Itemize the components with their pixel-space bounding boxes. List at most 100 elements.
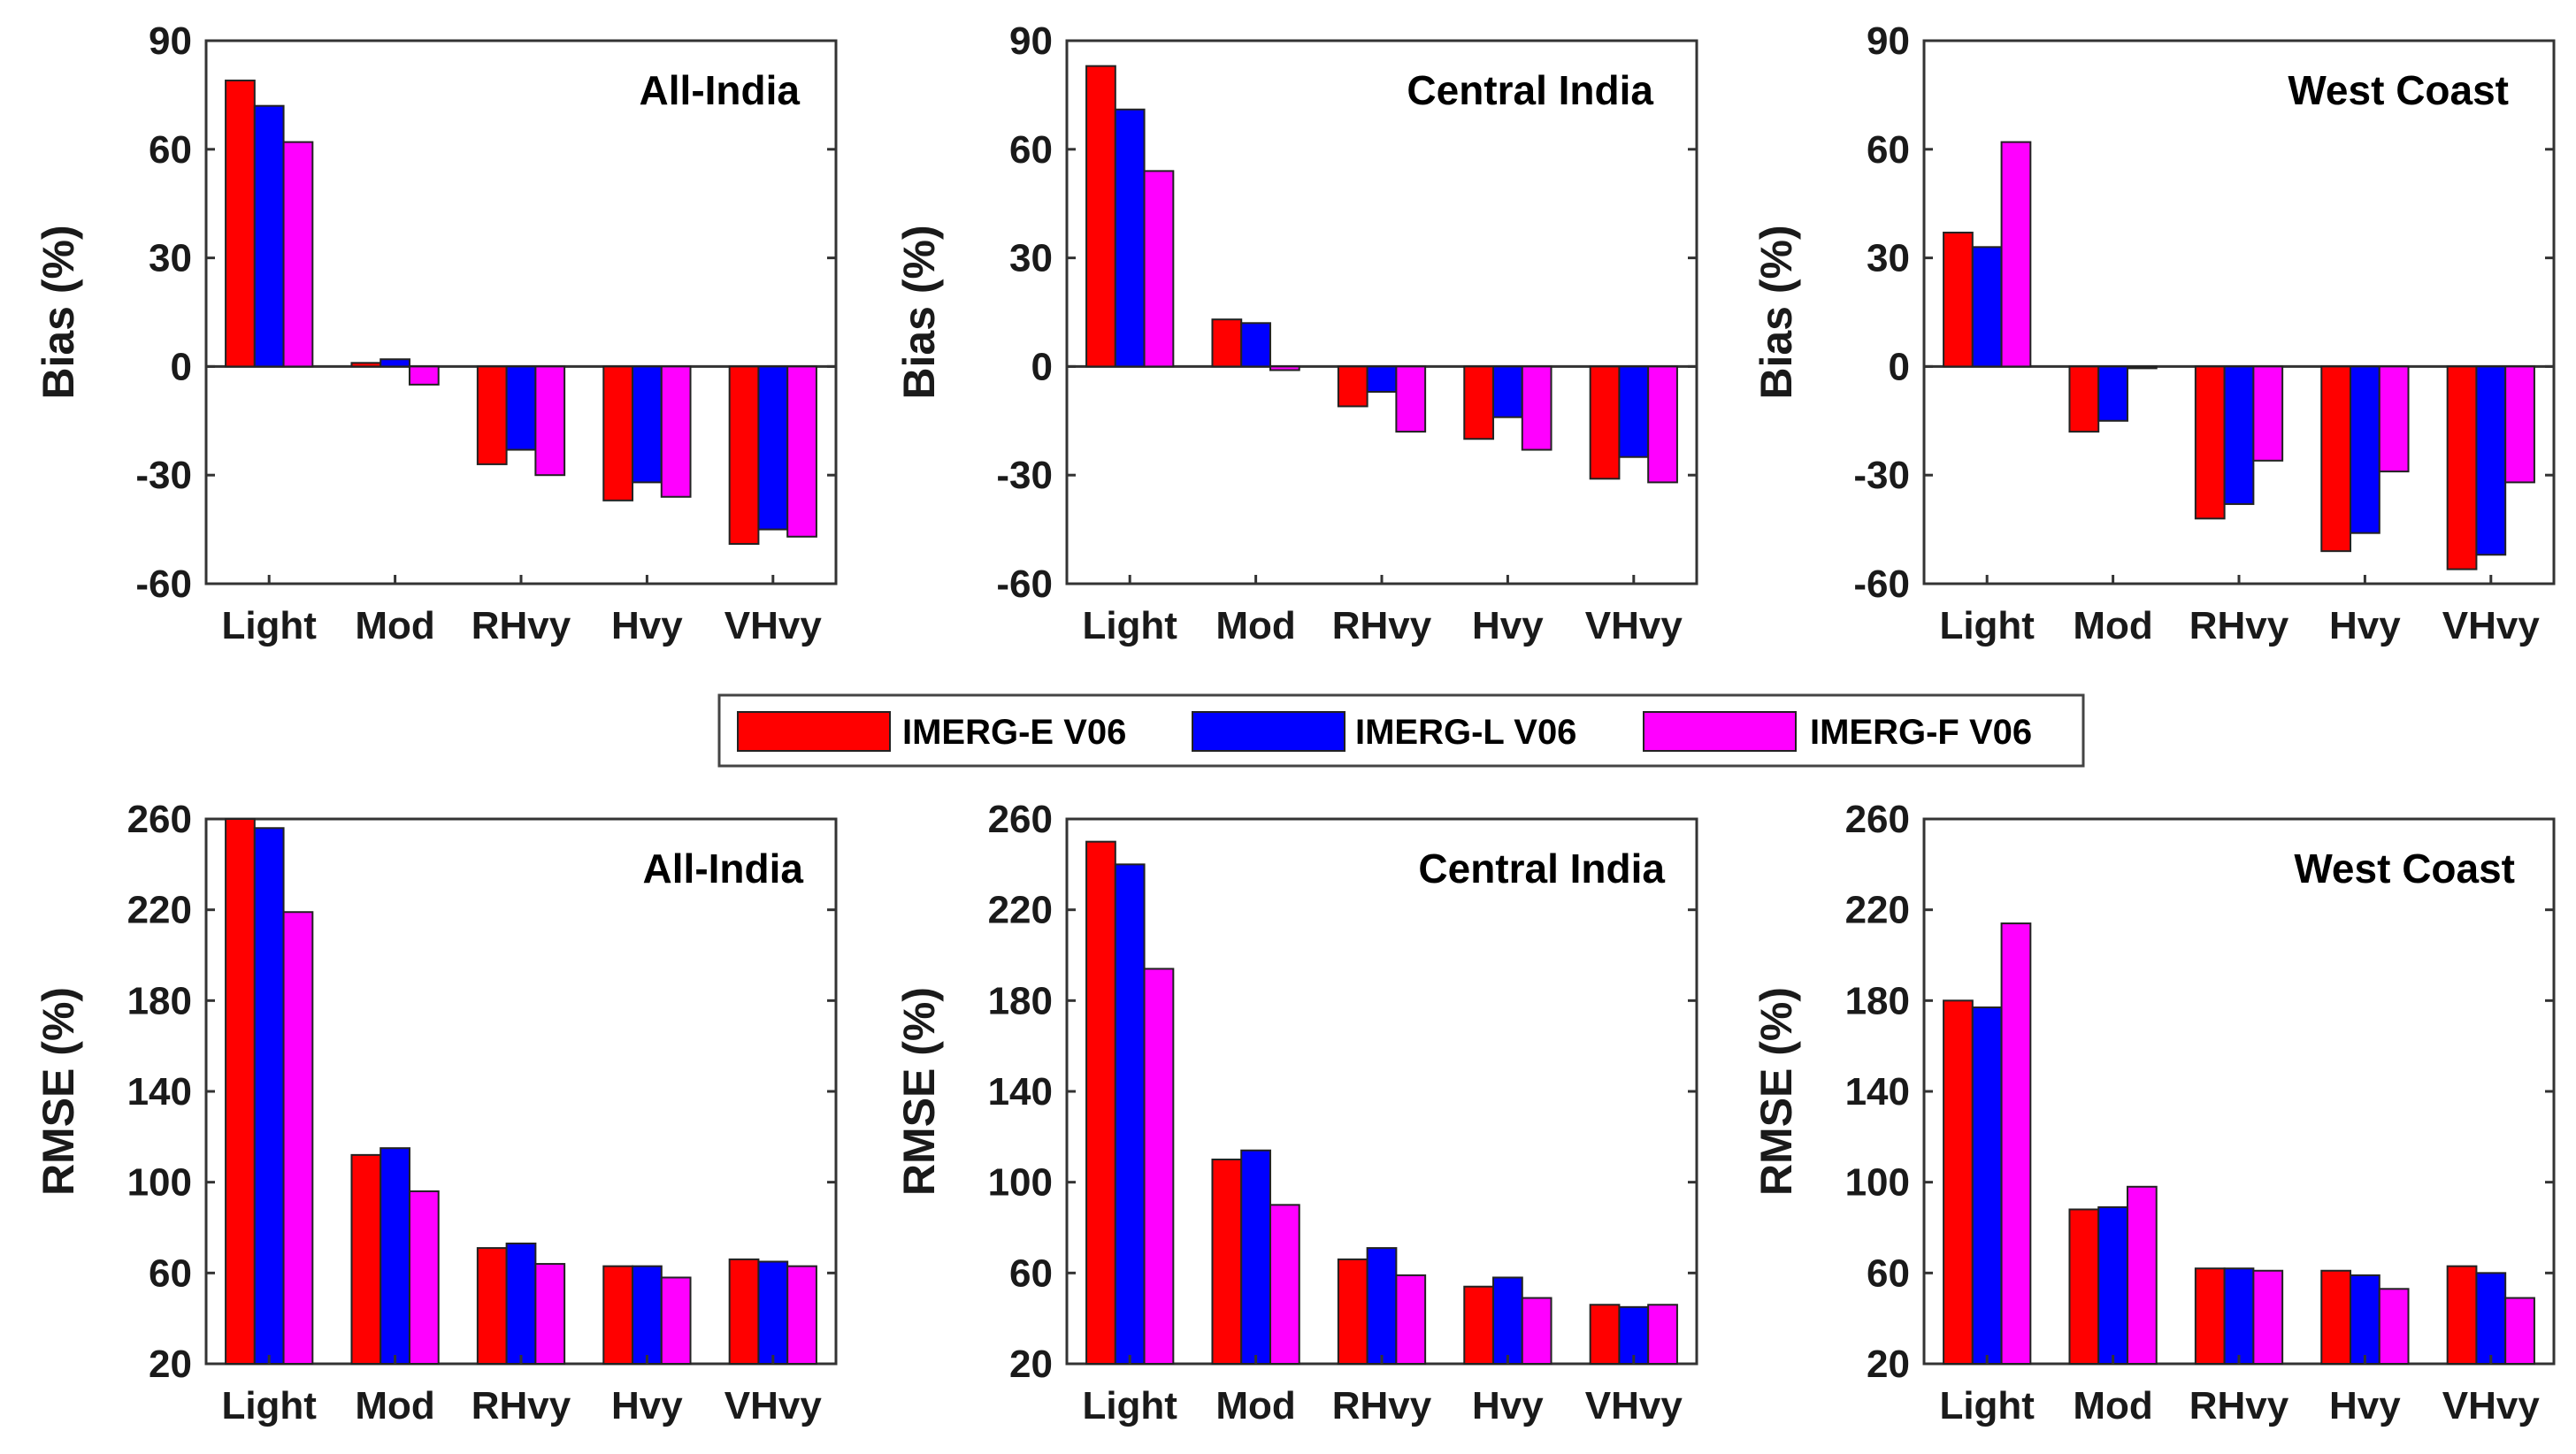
- bar-bias-west-coast-vhvy-s2: [2504, 365, 2535, 484]
- x-tick-label: Mod: [2073, 604, 2152, 647]
- y-tick-label: 60: [149, 128, 192, 172]
- legend-box: [717, 693, 2085, 768]
- x-tick-label: Light: [221, 1384, 317, 1427]
- y-tick-label: 100: [1845, 1161, 1910, 1205]
- bar-rmse-central-india-rhvy-s0: [1337, 1258, 1368, 1366]
- legend: IMERG-E V06 IMERG-L V06 IMERG-F V06: [717, 693, 2085, 768]
- y-tick-label: 20: [149, 1343, 192, 1386]
- x-tick-label: VHvy: [724, 1384, 823, 1427]
- x-tick-label: Mod: [1215, 1384, 1295, 1427]
- x-tick-label: Light: [1082, 1384, 1177, 1427]
- y-tick-label: -30: [135, 454, 192, 497]
- x-tick-label: VHvy: [1585, 604, 1683, 647]
- bar-bias-west-coast-hvy-s1: [2350, 365, 2380, 534]
- bar-bias-central-india-light-s1: [1114, 108, 1146, 368]
- y-axis-label: Bias (%): [1752, 225, 1801, 399]
- panel-title: West Coast: [2288, 67, 2509, 113]
- y-tick-label: 140: [127, 1070, 192, 1113]
- bar-bias-central-india-rhvy-s0: [1337, 365, 1368, 408]
- x-tick-label: Hvy: [2329, 1384, 2401, 1427]
- x-tick-label: VHvy: [2442, 1384, 2541, 1427]
- x-tick-label: Light: [1939, 1384, 2035, 1427]
- bar-bias-central-india-mod-s2: [1269, 365, 1300, 371]
- bar-rmse-west-coast-vhvy-s1: [2475, 1272, 2507, 1366]
- panel-title: Central India: [1407, 67, 1653, 113]
- x-tick-label: Light: [221, 604, 317, 647]
- chart-panel-rmse-central-india: 260 220 180 140 100 60 20 Light Mod RHvy Hvy VHvy Ce…: [894, 798, 1698, 1427]
- bar-rmse-all-india-rhvy-s1: [505, 1242, 537, 1366]
- bar-bias-west-coast-rhvy-s0: [2194, 365, 2226, 520]
- bar-bias-central-india-hvy-s2: [1521, 365, 1552, 451]
- x-tick-label: Light: [1082, 604, 1177, 647]
- x-tick-label: Hvy: [611, 604, 683, 647]
- y-tick-label: -30: [1853, 454, 1910, 497]
- bar-rmse-west-coast-hvy-s1: [2350, 1274, 2380, 1366]
- x-tick-label: RHvy: [1332, 1384, 1432, 1427]
- bar-bias-central-india-hvy-s1: [1492, 365, 1523, 418]
- bar-bias-west-coast-light-s0: [1943, 231, 1974, 368]
- bar-rmse-all-india-mod-s0: [350, 1153, 382, 1366]
- bar-rmse-central-india-vhvy-s0: [1589, 1304, 1621, 1366]
- bar-rmse-all-india-light-s2: [282, 911, 314, 1365]
- bar-rmse-west-coast-mod-s0: [2068, 1208, 2100, 1366]
- bar-rmse-central-india-light-s0: [1085, 840, 1116, 1365]
- bar-rmse-central-india-rhvy-s1: [1366, 1247, 1398, 1365]
- bar-rmse-all-india-vhvy-s0: [728, 1258, 760, 1366]
- y-tick-label: 90: [1009, 19, 1053, 63]
- bar-bias-central-india-mod-s1: [1240, 322, 1271, 368]
- bar-rmse-central-india-light-s2: [1143, 968, 1175, 1366]
- bar-rmse-west-coast-vhvy-s0: [2446, 1265, 2478, 1365]
- y-tick-label: 220: [127, 889, 192, 932]
- bar-rmse-central-india-rhvy-s2: [1395, 1274, 1427, 1366]
- bar-rmse-all-india-vhvy-s1: [757, 1260, 789, 1365]
- x-tick-label: RHvy: [2189, 604, 2289, 647]
- y-tick-label: -30: [996, 454, 1053, 497]
- bar-bias-all-india-hvy-s0: [602, 365, 634, 501]
- bar-rmse-west-coast-rhvy-s1: [2223, 1267, 2255, 1365]
- y-tick-label: -60: [1853, 562, 1910, 606]
- bar-rmse-west-coast-light-s2: [2000, 922, 2032, 1365]
- bar-rmse-all-india-hvy-s0: [602, 1265, 634, 1365]
- y-tick-label: 100: [127, 1161, 192, 1205]
- panel-title: All-India: [643, 846, 804, 892]
- y-tick-label: 220: [1845, 889, 1910, 932]
- chart-panel-bias-all-india: 90 60 30 0 -30 -60 Light Mod RHvy Hvy VHvy All-Indi…: [34, 19, 838, 647]
- y-tick-label: -60: [135, 562, 192, 606]
- bar-bias-west-coast-light-s1: [1971, 246, 2003, 368]
- bar-bias-all-india-hvy-s1: [632, 365, 663, 484]
- bar-rmse-central-india-mod-s1: [1240, 1149, 1271, 1365]
- x-tick-label: Mod: [355, 604, 434, 647]
- legend-swatch-imerg-e: [737, 711, 891, 752]
- x-tick-label: Mod: [1215, 604, 1295, 647]
- bar-bias-central-india-light-s2: [1143, 170, 1175, 368]
- bar-bias-west-coast-vhvy-s0: [2446, 365, 2478, 570]
- bar-bias-west-coast-hvy-s0: [2320, 365, 2352, 553]
- y-tick-label: 60: [1009, 128, 1053, 172]
- bar-rmse-all-india-hvy-s2: [660, 1276, 692, 1366]
- y-tick-label: 260: [1845, 798, 1910, 841]
- bar-rmse-all-india-mod-s2: [408, 1190, 440, 1366]
- bar-bias-all-india-mod-s0: [350, 362, 382, 368]
- bar-bias-central-india-vhvy-s2: [1647, 365, 1678, 484]
- panel-title: West Coast: [2294, 846, 2515, 892]
- y-tick-label: 140: [1845, 1070, 1910, 1113]
- y-tick-label: 20: [1009, 1343, 1053, 1386]
- panel-title: Central India: [1418, 846, 1665, 892]
- x-tick-label: VHvy: [1585, 1384, 1683, 1427]
- bar-rmse-all-india-light-s0: [225, 818, 256, 1365]
- legend-label-imerg-l: IMERG-L V06: [1355, 713, 1576, 752]
- y-tick-label: 260: [988, 798, 1053, 841]
- y-tick-label: 100: [988, 1161, 1053, 1205]
- bar-bias-all-india-rhvy-s2: [534, 365, 566, 477]
- x-tick-label: Mod: [355, 1384, 434, 1427]
- bar-bias-west-coast-mod-s1: [2097, 365, 2128, 422]
- chart-panel-rmse-all-india: 260 220 180 140 100 60 20 Light Mod RHvy Hvy VHvy Al…: [34, 798, 838, 1427]
- y-tick-label: 90: [1867, 19, 1910, 63]
- y-tick-label: 0: [1889, 345, 1910, 388]
- bar-bias-central-india-vhvy-s0: [1589, 365, 1621, 480]
- y-tick-label: 180: [127, 979, 192, 1022]
- chart-panel-bias-central-india: 90 60 30 0 -30 -60 Light Mod RHvy Hvy VHvy Central …: [894, 19, 1698, 647]
- y-tick-label: 0: [1031, 345, 1053, 388]
- bar-bias-central-india-hvy-s0: [1463, 365, 1495, 440]
- y-axis-label: Bias (%): [34, 225, 83, 399]
